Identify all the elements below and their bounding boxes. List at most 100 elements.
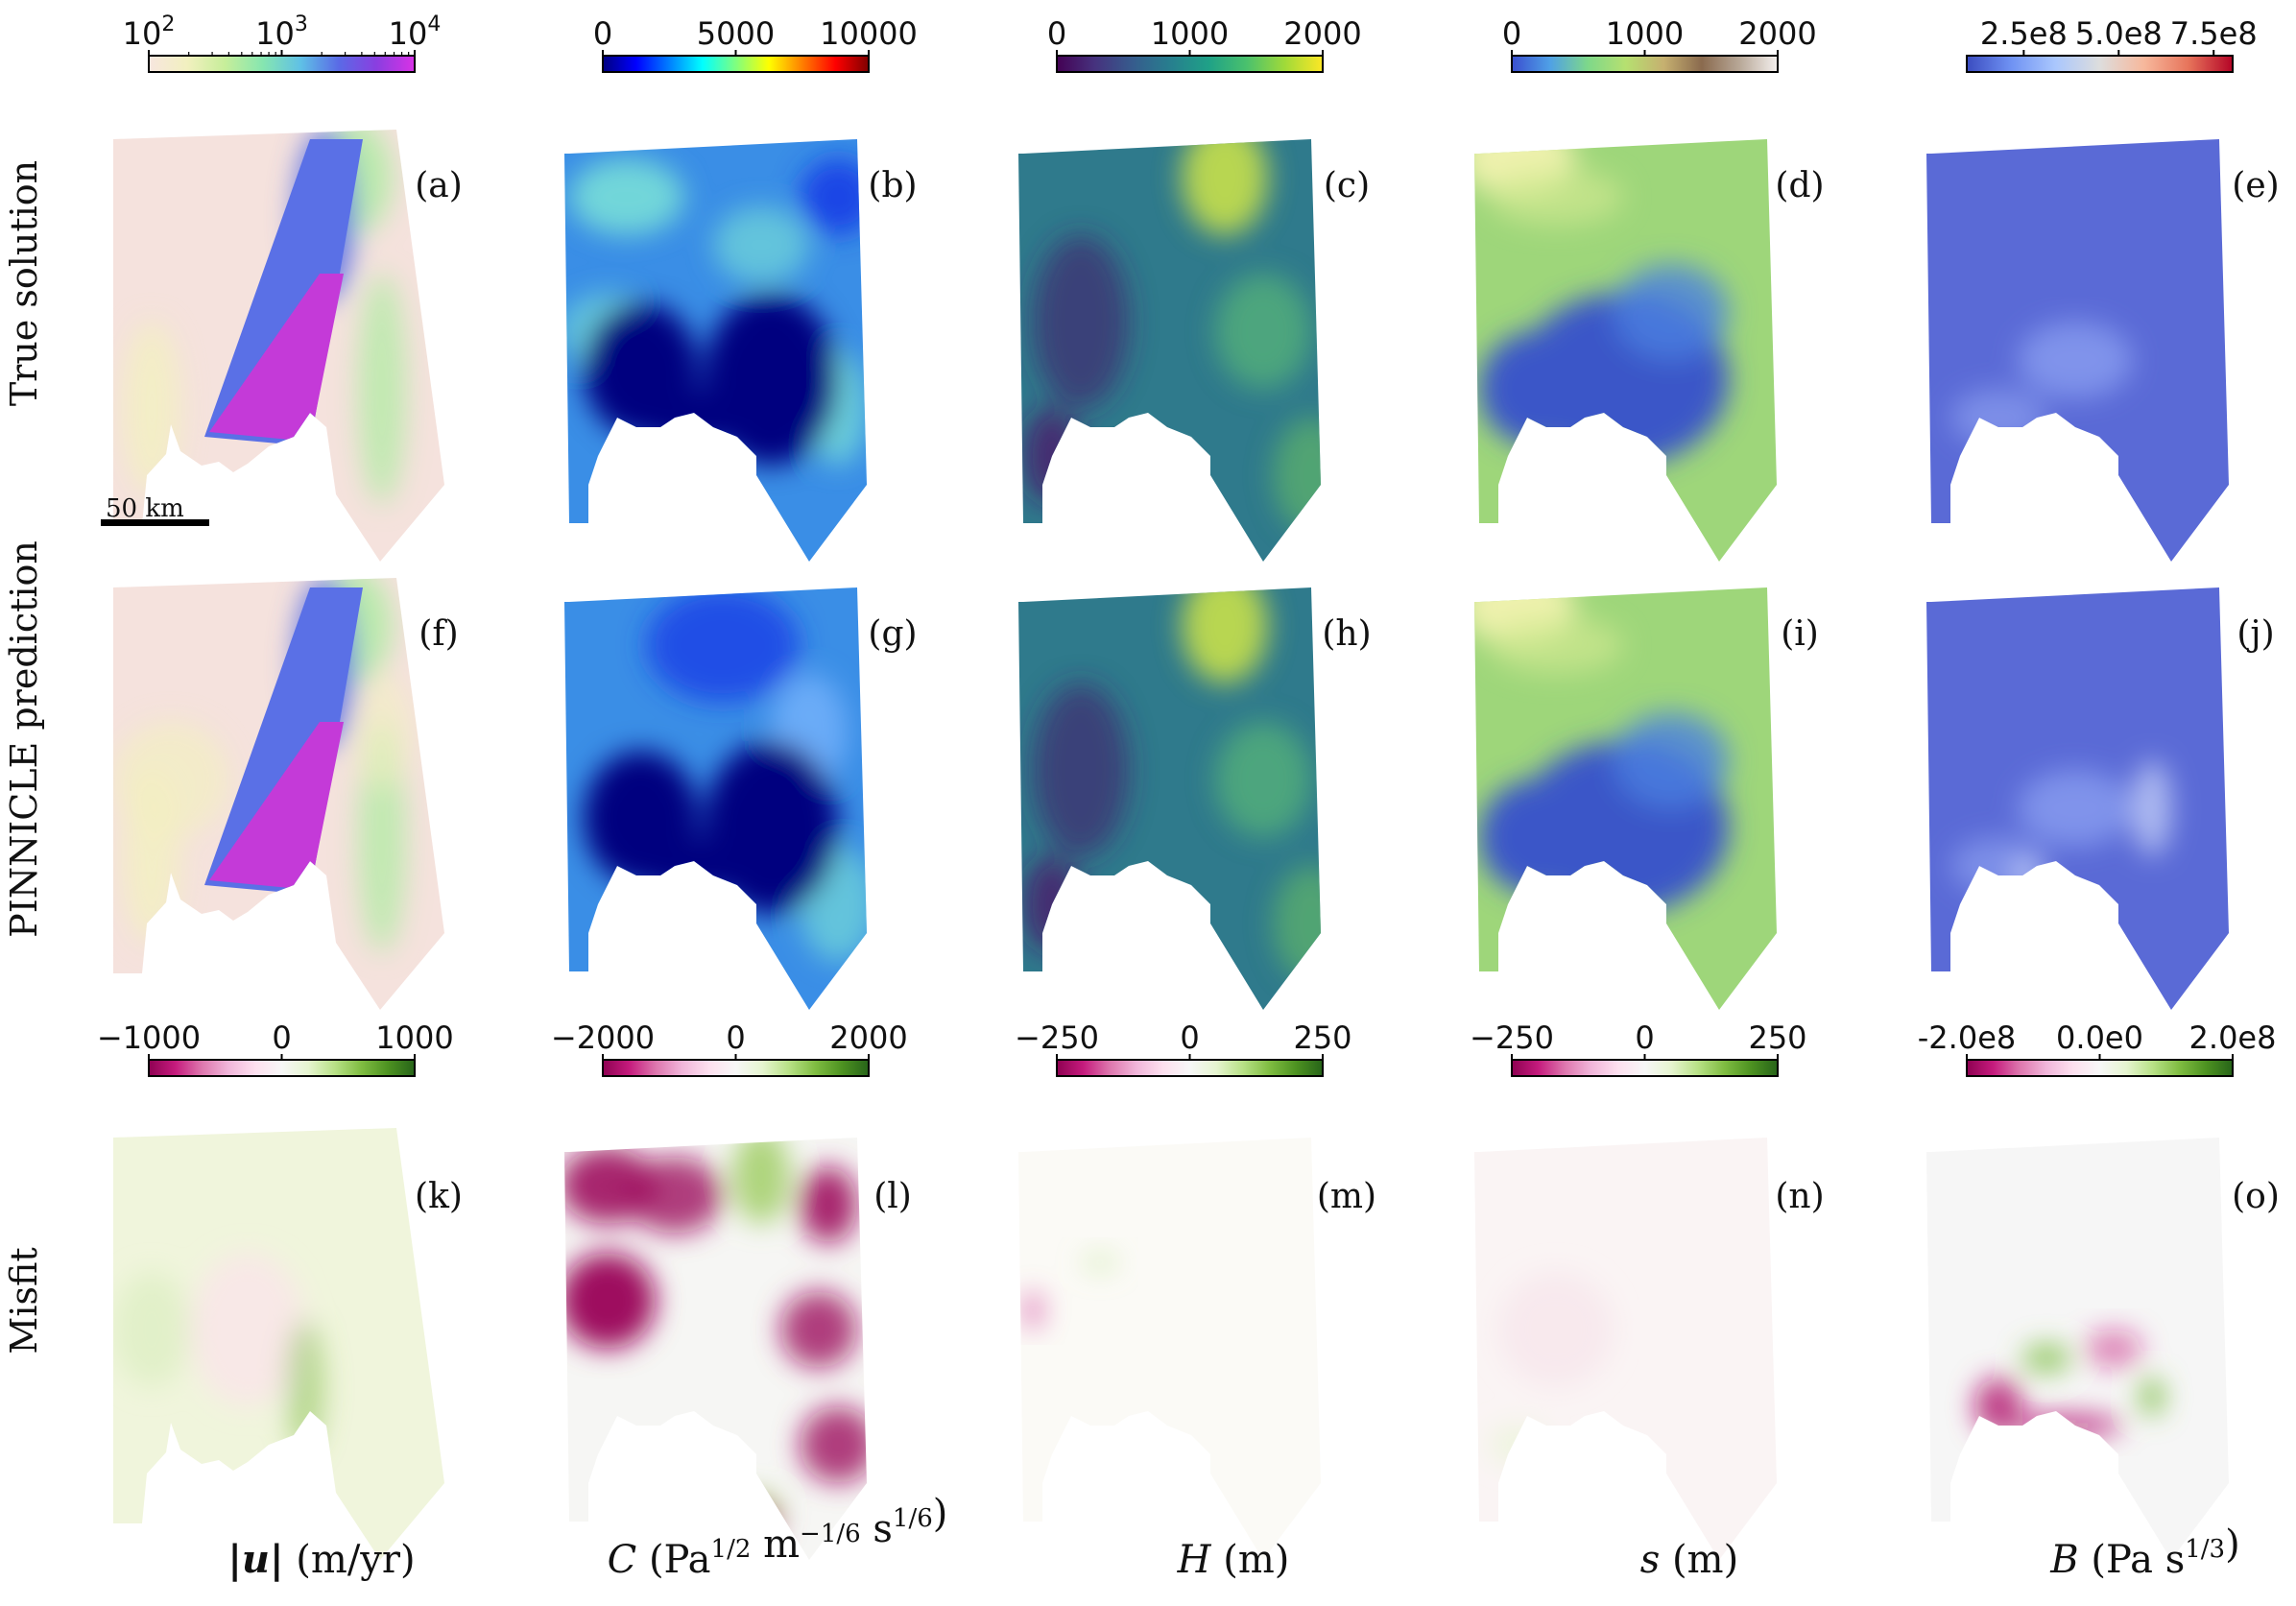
field-feature (1023, 856, 1081, 952)
field-feature (800, 1406, 867, 1483)
field-feature (1479, 331, 1594, 446)
panel-g: (g) (564, 587, 918, 1010)
field-feature (1974, 1378, 2022, 1435)
colorbar-tick-label: 0.0e0 (2056, 1019, 2143, 1056)
field-feature (190, 1253, 305, 1406)
colorbar-tick-label: 1000 (1151, 15, 1229, 52)
field-feature (1023, 1291, 1042, 1330)
colorbar-gradient (148, 1059, 416, 1077)
colorbar-top-2: 0 1000 2000 (1047, 15, 1362, 73)
quantity-label-0: |u| (m/yr) (227, 1537, 415, 1582)
field-feature (646, 587, 800, 703)
colorbar-tick-label: 2.0e8 (2189, 1019, 2277, 1056)
quantity-label-3: s (m) (1640, 1538, 1738, 1582)
colorbar-mid-3: −250 0 250 (1470, 1019, 1807, 1077)
panel-i: (i) (1474, 587, 1819, 1010)
field-feature (353, 674, 411, 789)
field-feature (627, 837, 761, 895)
field-feature (1215, 274, 1311, 389)
field-feature (704, 293, 838, 466)
scale-bar-label: 50 km (106, 494, 184, 523)
flow-core (209, 722, 344, 890)
panel-m: (m) (1018, 1138, 1376, 1560)
panel-label-d: (d) (1775, 166, 1824, 205)
field-feature (1489, 616, 1623, 674)
panel-label-g: (g) (868, 614, 917, 654)
colorbar-tick-label: 250 (1293, 1019, 1351, 1056)
field-feature (2141, 1378, 2164, 1416)
field-feature (286, 1320, 324, 1454)
field-feature (2085, 1330, 2142, 1368)
panel-label-a: (a) (415, 166, 463, 205)
field-feature (569, 158, 684, 235)
field-feature (704, 741, 838, 914)
panel-label-h: (h) (1322, 614, 1371, 654)
panel-label-m: (m) (1317, 1177, 1376, 1216)
colorbar-tick-label: -2.0e8 (1918, 1019, 2016, 1056)
panel-d: (d) (1474, 139, 1825, 562)
field-feature (1614, 712, 1729, 808)
panel-label-l: (l) (873, 1177, 912, 1216)
panel-label-b: (b) (868, 166, 917, 205)
colorbar-tick-label: 102 (123, 12, 176, 52)
field-feature (2018, 770, 2133, 847)
panel-label-o: (o) (2232, 1177, 2280, 1216)
field-feature (1479, 779, 1594, 895)
field-feature (1081, 1253, 1119, 1272)
colorbar-gradient (1056, 1059, 1324, 1077)
field-feature (358, 274, 406, 504)
colorbar-gradient (1511, 55, 1779, 73)
field-feature (780, 1291, 857, 1368)
colorbar-tick-label: 0 (272, 1019, 291, 1056)
colorbar-tick-label: 2000 (829, 1019, 907, 1056)
field-feature (627, 389, 761, 446)
panel-label-j: (j) (2236, 614, 2274, 654)
colorbar-tick-label: 5.0e8 (2075, 15, 2163, 52)
field-feature (713, 206, 809, 283)
quantity-label-2: H (m) (1177, 1538, 1290, 1582)
colorbar-tick-label: 0 (726, 1019, 745, 1056)
colorbar-tick-label: −250 (1470, 1019, 1554, 1056)
colorbar-gradient (148, 55, 416, 73)
panel-label-k: (k) (415, 1177, 463, 1216)
field-feature (123, 322, 180, 494)
colorbar-tick-label: −2000 (551, 1019, 655, 1056)
field-feature (113, 722, 228, 837)
field-feature (800, 1166, 857, 1243)
field-feature (1182, 139, 1268, 235)
colorbar-tick-label: 0 (1047, 15, 1066, 52)
colorbar-gradient (1966, 55, 2234, 73)
colorbar-top-4: 2.5e8 5.0e8 7.5e8 (1966, 15, 2258, 73)
panel-n: (n) (1474, 1138, 1825, 1560)
panel-c: (c) (1018, 139, 1370, 562)
field-feature (800, 158, 867, 235)
quantity-label-4: B (Pa s1/3) (2049, 1522, 2239, 1582)
field-feature (2013, 856, 2042, 895)
colorbar-gradient (1056, 55, 1324, 73)
field-feature (1489, 168, 1623, 226)
colorbar-mid-0: −1000 0 1000 (97, 1019, 454, 1077)
field-feature (732, 1138, 790, 1224)
colorbar-tick-label: 104 (389, 12, 442, 52)
colorbar-top-3: 0 1000 2000 (1502, 15, 1817, 73)
field-feature (1033, 235, 1129, 408)
colorbar-tick-label: 1000 (1606, 15, 1684, 52)
field-feature (1273, 866, 1321, 981)
field-feature (2133, 760, 2171, 856)
field-feature (1182, 587, 1268, 683)
panel-a: (a) (113, 130, 463, 562)
field-feature (564, 1253, 656, 1349)
colorbars: 102 103 104−1000 0 10000 5000 10000−2000 0 20000… (97, 12, 2277, 1077)
panel-label-f: (f) (419, 614, 458, 654)
field-feature (2022, 1344, 2070, 1373)
field-feature (1950, 389, 2046, 446)
field-feature (1614, 264, 1729, 360)
colorbar-tick-label: 0 (1635, 1019, 1654, 1056)
colorbar-tick-label: 2000 (1283, 15, 1361, 52)
quantity-labels: |u| (m/yr) C (Pa1/2 m−1/6 s1/6) H (m) s (m)… (227, 1492, 2239, 1582)
field-feature (113, 1272, 190, 1387)
colorbar-tick-label: 2000 (1738, 15, 1816, 52)
colorbar-gradient (1511, 1059, 1779, 1077)
colorbar-tick-label: 0 (1180, 1019, 1199, 1056)
flow-core (209, 274, 344, 442)
